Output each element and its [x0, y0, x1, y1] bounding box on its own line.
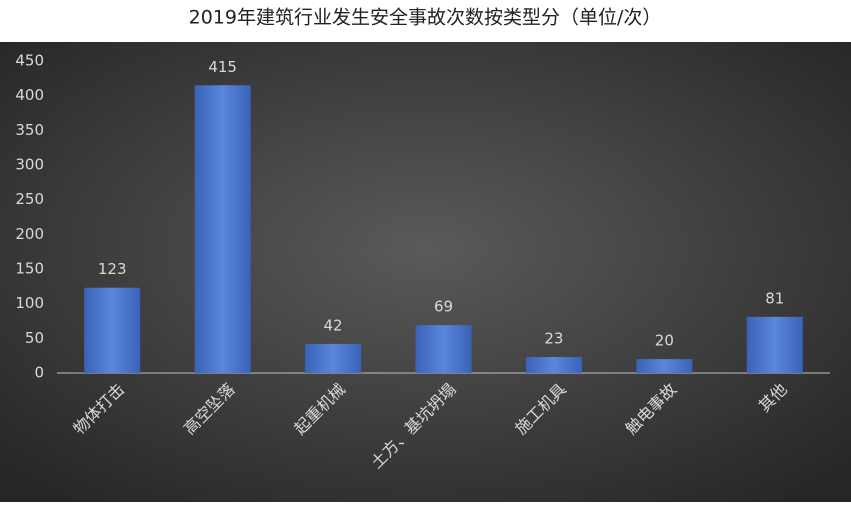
value-label: 20: [655, 332, 674, 350]
y-tick-label: 50: [25, 329, 44, 347]
plot-background: [0, 42, 851, 502]
bar: [636, 359, 693, 373]
value-label: 415: [208, 58, 237, 76]
chart-title: 2019年建筑行业发生安全事故次数按类型分（单位/次）: [189, 7, 662, 29]
y-tick-label: 450: [15, 52, 44, 70]
value-label: 42: [324, 316, 343, 334]
bar: [415, 325, 472, 373]
y-tick-label: 0: [34, 364, 44, 382]
y-tick-label: 200: [15, 225, 44, 243]
y-tick-label: 150: [15, 260, 44, 278]
y-tick-label: 400: [15, 86, 44, 104]
bar: [305, 343, 362, 373]
y-tick-label: 100: [15, 294, 44, 312]
value-label: 23: [544, 330, 563, 348]
bar: [194, 85, 251, 374]
bar: [84, 287, 141, 373]
value-label: 123: [98, 260, 127, 278]
bar: [525, 357, 582, 373]
y-tick-label: 350: [15, 121, 44, 139]
value-label: 81: [765, 289, 784, 307]
y-tick-label: 250: [15, 190, 44, 208]
value-label: 69: [434, 298, 453, 316]
y-tick-label: 300: [15, 156, 44, 174]
bar: [746, 316, 803, 373]
